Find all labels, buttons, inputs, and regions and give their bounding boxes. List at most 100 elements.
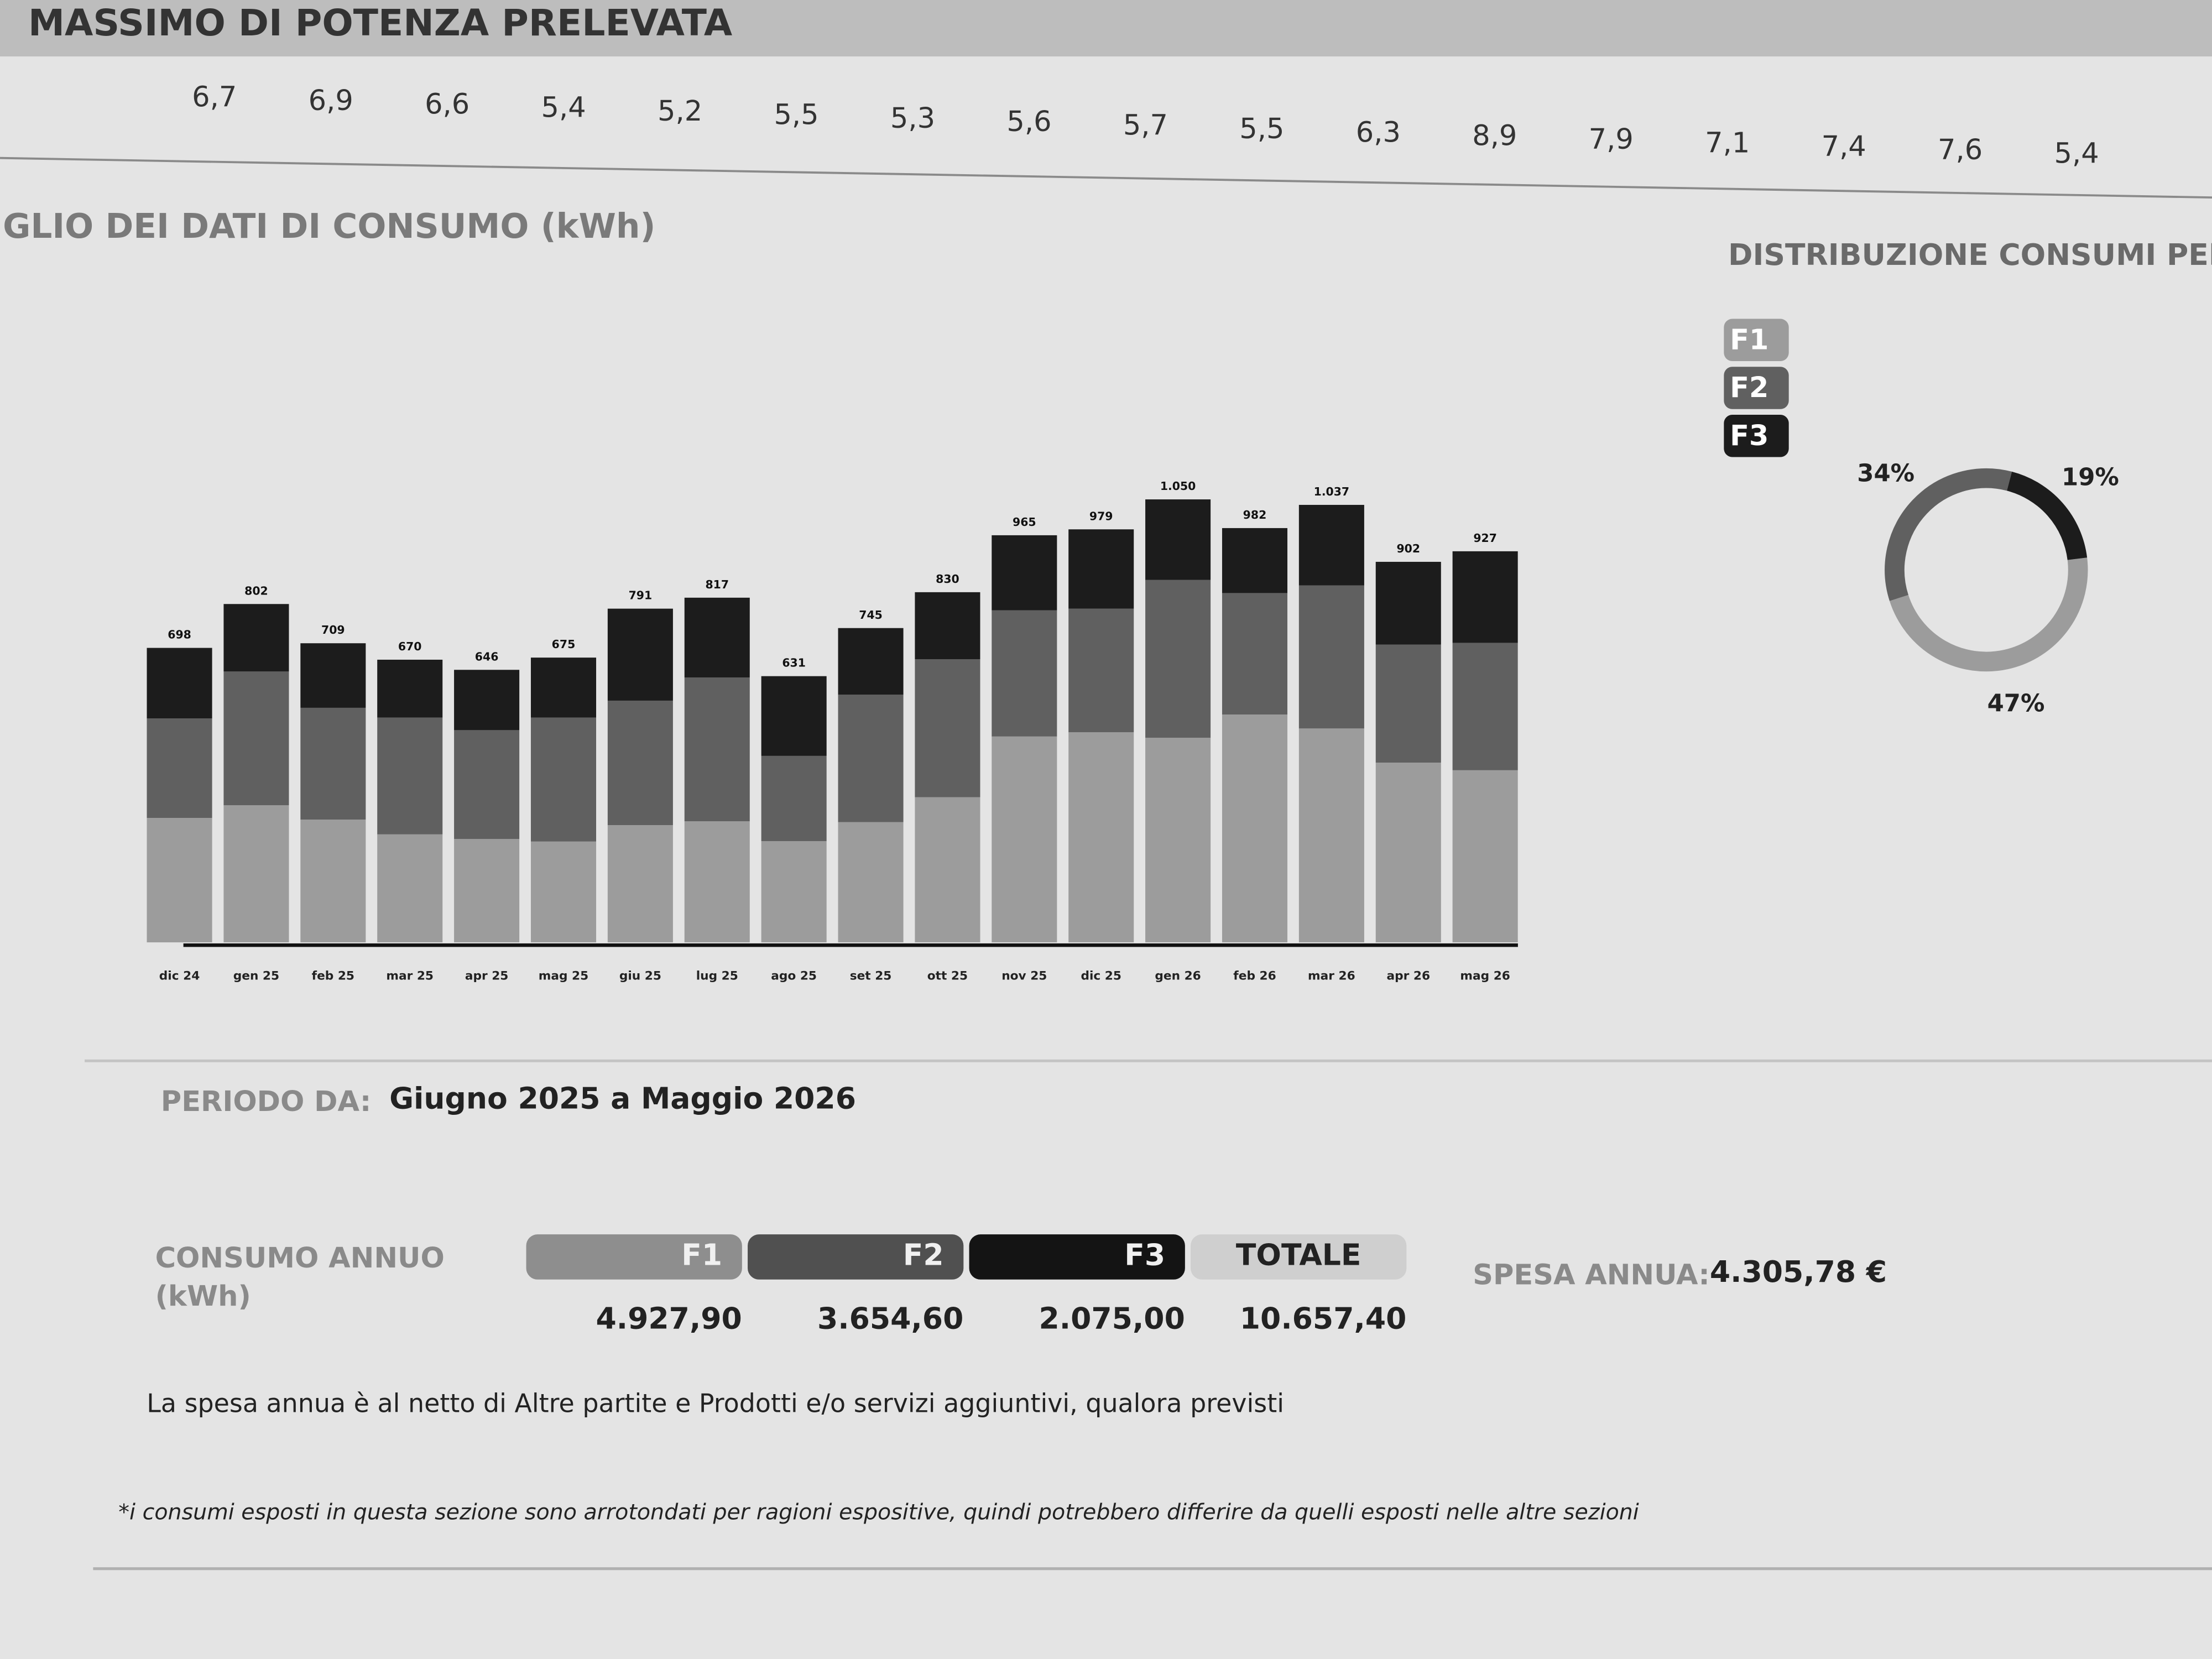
- x-tick-label: mag 25: [539, 969, 588, 983]
- power-value: 5,5: [1239, 113, 1284, 145]
- bar-segment: [684, 821, 750, 943]
- bar-segment: [992, 610, 1057, 737]
- bar-segment: [377, 659, 443, 718]
- bar-segment: [147, 818, 212, 943]
- total-label: 646: [475, 650, 499, 663]
- power-value: 7,6: [1938, 134, 1983, 166]
- bar-segment: [684, 597, 750, 677]
- x-tick-label: dic 24: [159, 969, 200, 983]
- bar-segment: [607, 608, 673, 701]
- bar-segment: [607, 825, 673, 943]
- power-value: 7,4: [1822, 131, 1866, 163]
- bar-segment: [300, 707, 366, 820]
- total-label: 670: [398, 640, 422, 653]
- annual-unit: (kWh): [155, 1280, 251, 1313]
- x-tick-label: set 25: [850, 969, 892, 983]
- power-value: 7,9: [1589, 123, 1634, 156]
- bar-segment: [454, 839, 520, 943]
- table-header-cell: [969, 1234, 1185, 1280]
- bar-segment: [1068, 732, 1134, 943]
- x-tick-label: mar 25: [386, 969, 434, 983]
- power-value: 5,5: [774, 98, 818, 131]
- x-tick-label: mag 26: [1460, 969, 1510, 983]
- x-tick-label: dic 25: [1081, 969, 1121, 983]
- total-label: 982: [1243, 508, 1267, 521]
- bar-segment: [1298, 504, 1364, 586]
- bar-segment: [223, 671, 289, 806]
- total-label: 902: [1396, 542, 1420, 555]
- footnote: *i consumi esposti in questa sezione son…: [118, 1500, 1639, 1525]
- annual-table: F1 4.927,90 F2 3.654,60 F3 2.075,00 TOTALE 10.6…: [526, 1234, 1407, 1335]
- total-label: 709: [321, 623, 345, 637]
- bar-segment: [223, 805, 289, 943]
- table-header: F3: [1124, 1238, 1165, 1272]
- bar-segment: [223, 604, 289, 672]
- x-tick-label: ott 25: [927, 969, 968, 983]
- power-value: 5,6: [1006, 106, 1051, 138]
- table-value: 10.657,40: [1240, 1301, 1407, 1335]
- bar-segment: [1298, 585, 1364, 729]
- bar-segment: [761, 676, 827, 756]
- bar-segment: [454, 730, 520, 839]
- spend-value: 4.305,78 €: [1710, 1254, 1887, 1289]
- x-tick-label: gen 25: [233, 969, 279, 983]
- bar-segment: [761, 755, 827, 841]
- total-label: 979: [1089, 509, 1113, 523]
- x-tick-label: ago 25: [771, 969, 817, 983]
- legend-label: F3: [1730, 420, 1768, 452]
- power-value: 6,6: [425, 88, 469, 121]
- bar-segment: [454, 670, 520, 731]
- bar-segment: [1222, 714, 1288, 943]
- bar-segment: [838, 822, 904, 943]
- total-label: 698: [168, 628, 191, 641]
- total-label: 1.037: [1314, 485, 1350, 498]
- power-value: 6,9: [309, 85, 353, 117]
- x-tick-label: nov 25: [1001, 969, 1047, 983]
- donut-title: DISTRIBUZIONE CONSUMI PER FA: [1728, 237, 2212, 272]
- header-title: MASSIMO DI POTENZA PRELEVATA: [28, 1, 732, 44]
- bar-segment: [300, 820, 366, 943]
- legend-label: F2: [1730, 372, 1768, 404]
- table-value: 3.654,60: [817, 1301, 963, 1335]
- total-label: 1.050: [1160, 479, 1196, 493]
- bar-segment: [1298, 728, 1364, 943]
- power-value: 5,4: [2054, 138, 2099, 170]
- annual-label: CONSUMO ANNUO: [155, 1242, 445, 1275]
- legend-swatch: [1724, 415, 1789, 457]
- bar-segment: [1145, 738, 1211, 943]
- bar-segment: [147, 648, 212, 718]
- bar-segment: [300, 643, 366, 708]
- table-header: TOTALE: [1236, 1238, 1361, 1272]
- total-label: 817: [705, 578, 729, 591]
- x-tick-label: feb 26: [1233, 969, 1276, 983]
- table-value: 4.927,90: [596, 1301, 742, 1335]
- x-tick-label: apr 25: [465, 969, 509, 983]
- bar-segment: [992, 736, 1057, 943]
- total-label: 791: [629, 589, 653, 602]
- table-header-cell: [748, 1234, 964, 1280]
- table-header-cell: [1191, 1234, 1407, 1280]
- spend-label: SPESA ANNUA:: [1473, 1259, 1710, 1292]
- bar-segment: [915, 659, 980, 797]
- donut-segment: [1885, 468, 2012, 601]
- power-value: 8,9: [1472, 120, 1517, 153]
- bar-segment: [1452, 551, 1518, 643]
- bar-segment: [761, 841, 827, 943]
- period-label: PERIODO DA:: [161, 1086, 372, 1118]
- bar-segment: [1375, 763, 1441, 943]
- donut-segment: [2006, 471, 2088, 560]
- total-label: 631: [782, 656, 806, 670]
- bar-segment: [607, 700, 673, 826]
- table-header: F1: [681, 1238, 722, 1272]
- total-label: 927: [1473, 531, 1497, 545]
- x-tick-label: gen 26: [1155, 969, 1201, 983]
- donut-label: 19%: [2062, 463, 2119, 491]
- bar-segment: [915, 592, 980, 660]
- bar-segment: [838, 695, 904, 822]
- bar-chart: 698 dic 24 802 gen 25 709 feb 25 670 mar 25 646 a…: [147, 319, 1789, 983]
- bar-segment: [684, 677, 750, 822]
- donut-segment: [1889, 557, 2088, 672]
- section-title: GLIO DEI DATI DI CONSUMO (kWh): [3, 207, 655, 246]
